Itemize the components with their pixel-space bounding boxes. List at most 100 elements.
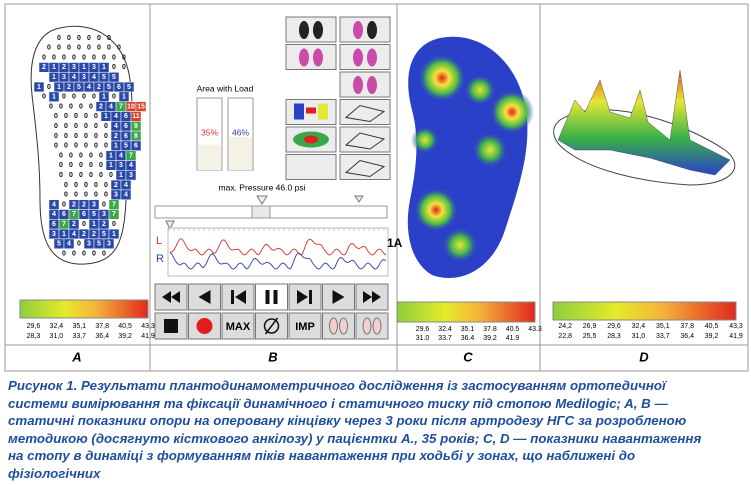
icon-button[interactable]: [339, 44, 391, 70]
cell-value: 0: [94, 113, 98, 120]
cell-value: 0: [82, 54, 86, 61]
cell-value: 0: [77, 45, 81, 52]
slider-marker: [165, 220, 175, 231]
view-icons[interactable]: [285, 16, 391, 180]
cell-value: 0: [54, 123, 58, 130]
icon-foot[interactable]: [367, 76, 377, 94]
icon-heat[interactable]: [304, 135, 318, 144]
icon-foot[interactable]: [299, 48, 309, 67]
icon-foot[interactable]: [353, 48, 363, 67]
scale-label: 32,4: [50, 323, 64, 330]
icon-button[interactable]: [339, 71, 391, 98]
cell-value: 0: [82, 250, 86, 257]
cell-value: 1: [119, 172, 123, 179]
toolbar[interactable]: MAX IMP: [154, 283, 389, 340]
cell-value: 4: [92, 74, 96, 81]
button-icon[interactable]: [372, 317, 382, 335]
button-icon[interactable]: [363, 291, 381, 303]
button-label[interactable]: MAX: [226, 321, 251, 333]
cell-value: 0: [42, 94, 46, 101]
cell-value: 0: [47, 45, 51, 52]
icon-foot[interactable]: [299, 21, 309, 39]
button-icon[interactable]: [265, 290, 278, 304]
icon-button[interactable]: [285, 154, 337, 180]
icon-foot[interactable]: [367, 21, 377, 39]
cell-value: 5: [107, 84, 111, 91]
icon-3d[interactable]: [344, 132, 386, 150]
cell-value: 3: [129, 172, 133, 179]
scale-label: 28,3: [607, 333, 621, 340]
slider[interactable]: [154, 205, 388, 219]
cell-value: 0: [122, 54, 126, 61]
cell-value: 0: [54, 133, 58, 140]
icon-button[interactable]: [285, 16, 337, 43]
cell-value: 0: [59, 162, 63, 169]
cell-value: 7: [129, 152, 133, 159]
scale-label: 43,3: [729, 323, 743, 330]
cell-value: 0: [104, 143, 108, 150]
scale-label: 31,0: [632, 333, 646, 340]
hotspot: [442, 227, 478, 263]
cell-value: 0: [57, 35, 61, 42]
button-icon[interactable]: [164, 319, 178, 333]
icon-3d[interactable]: [344, 104, 386, 123]
cell-value: 5: [112, 74, 116, 81]
scale-label: 37,8: [680, 323, 694, 330]
icon-foot[interactable]: [353, 21, 363, 39]
area-title: Area with Load: [197, 83, 254, 93]
button-icon[interactable]: [339, 317, 348, 335]
toolbar-button[interactable]: [355, 312, 389, 340]
grid-cell: [103, 238, 115, 249]
icon-button[interactable]: [285, 44, 337, 70]
button-icon[interactable]: [332, 290, 345, 304]
cell-value: 7: [119, 103, 123, 110]
button-icon[interactable]: [231, 290, 246, 304]
toolbar-button[interactable]: [255, 283, 288, 311]
cell-value: 1: [114, 143, 118, 150]
cell-value: 0: [79, 172, 83, 179]
cell-value: 0: [84, 143, 88, 150]
icon-foot[interactable]: [353, 76, 363, 94]
icon-3d[interactable]: [344, 159, 386, 178]
caption-line: методикою (досягнуто кісткового анкілозу…: [8, 430, 702, 446]
icon-button[interactable]: [339, 16, 391, 43]
button-icon[interactable]: [264, 317, 279, 335]
icon-foot[interactable]: [367, 48, 377, 67]
cell-value: 3: [119, 162, 123, 169]
area-fill: [198, 144, 221, 170]
button-icon[interactable]: [297, 290, 312, 304]
scale-label: 31,0: [50, 333, 64, 340]
cell-value: 3: [72, 64, 76, 71]
toolbar-button[interactable]: [221, 283, 255, 311]
scale-label: 31.0: [416, 335, 430, 342]
cell-value: 5: [102, 74, 106, 81]
button-icon[interactable]: [198, 290, 211, 304]
button-icon[interactable]: [362, 317, 372, 335]
icon-foot[interactable]: [313, 48, 323, 67]
scale-label: 29,6: [607, 323, 621, 330]
icon-chart[interactable]: [318, 103, 328, 120]
toolbar-button[interactable]: [188, 283, 221, 311]
toolbar-button[interactable]: [322, 312, 355, 340]
button-icon[interactable]: [263, 318, 280, 334]
cell-value: 0: [69, 162, 73, 169]
button-icon[interactable]: [162, 291, 180, 303]
cell-value: 0: [122, 64, 126, 71]
icon-foot[interactable]: [313, 21, 323, 39]
toolbar-button[interactable]: [288, 312, 322, 340]
icon-chart[interactable]: [294, 103, 304, 120]
button-icon[interactable]: [329, 317, 338, 335]
hotspot: [411, 126, 439, 154]
button-label[interactable]: IMP: [295, 321, 315, 333]
slider-thumb[interactable]: [251, 205, 271, 219]
toolbar-button[interactable]: [221, 312, 255, 340]
caption-line: на стопу в динаміці з формуванням піків …: [8, 448, 636, 463]
button-icon[interactable]: [196, 318, 213, 334]
cell-value: 0: [69, 152, 73, 159]
cell-value: 0: [84, 133, 88, 140]
grid-cell: [108, 209, 120, 220]
icon-chart[interactable]: [306, 107, 316, 114]
scale-label: 29.6: [416, 326, 430, 333]
cell-value: 0: [67, 45, 71, 52]
